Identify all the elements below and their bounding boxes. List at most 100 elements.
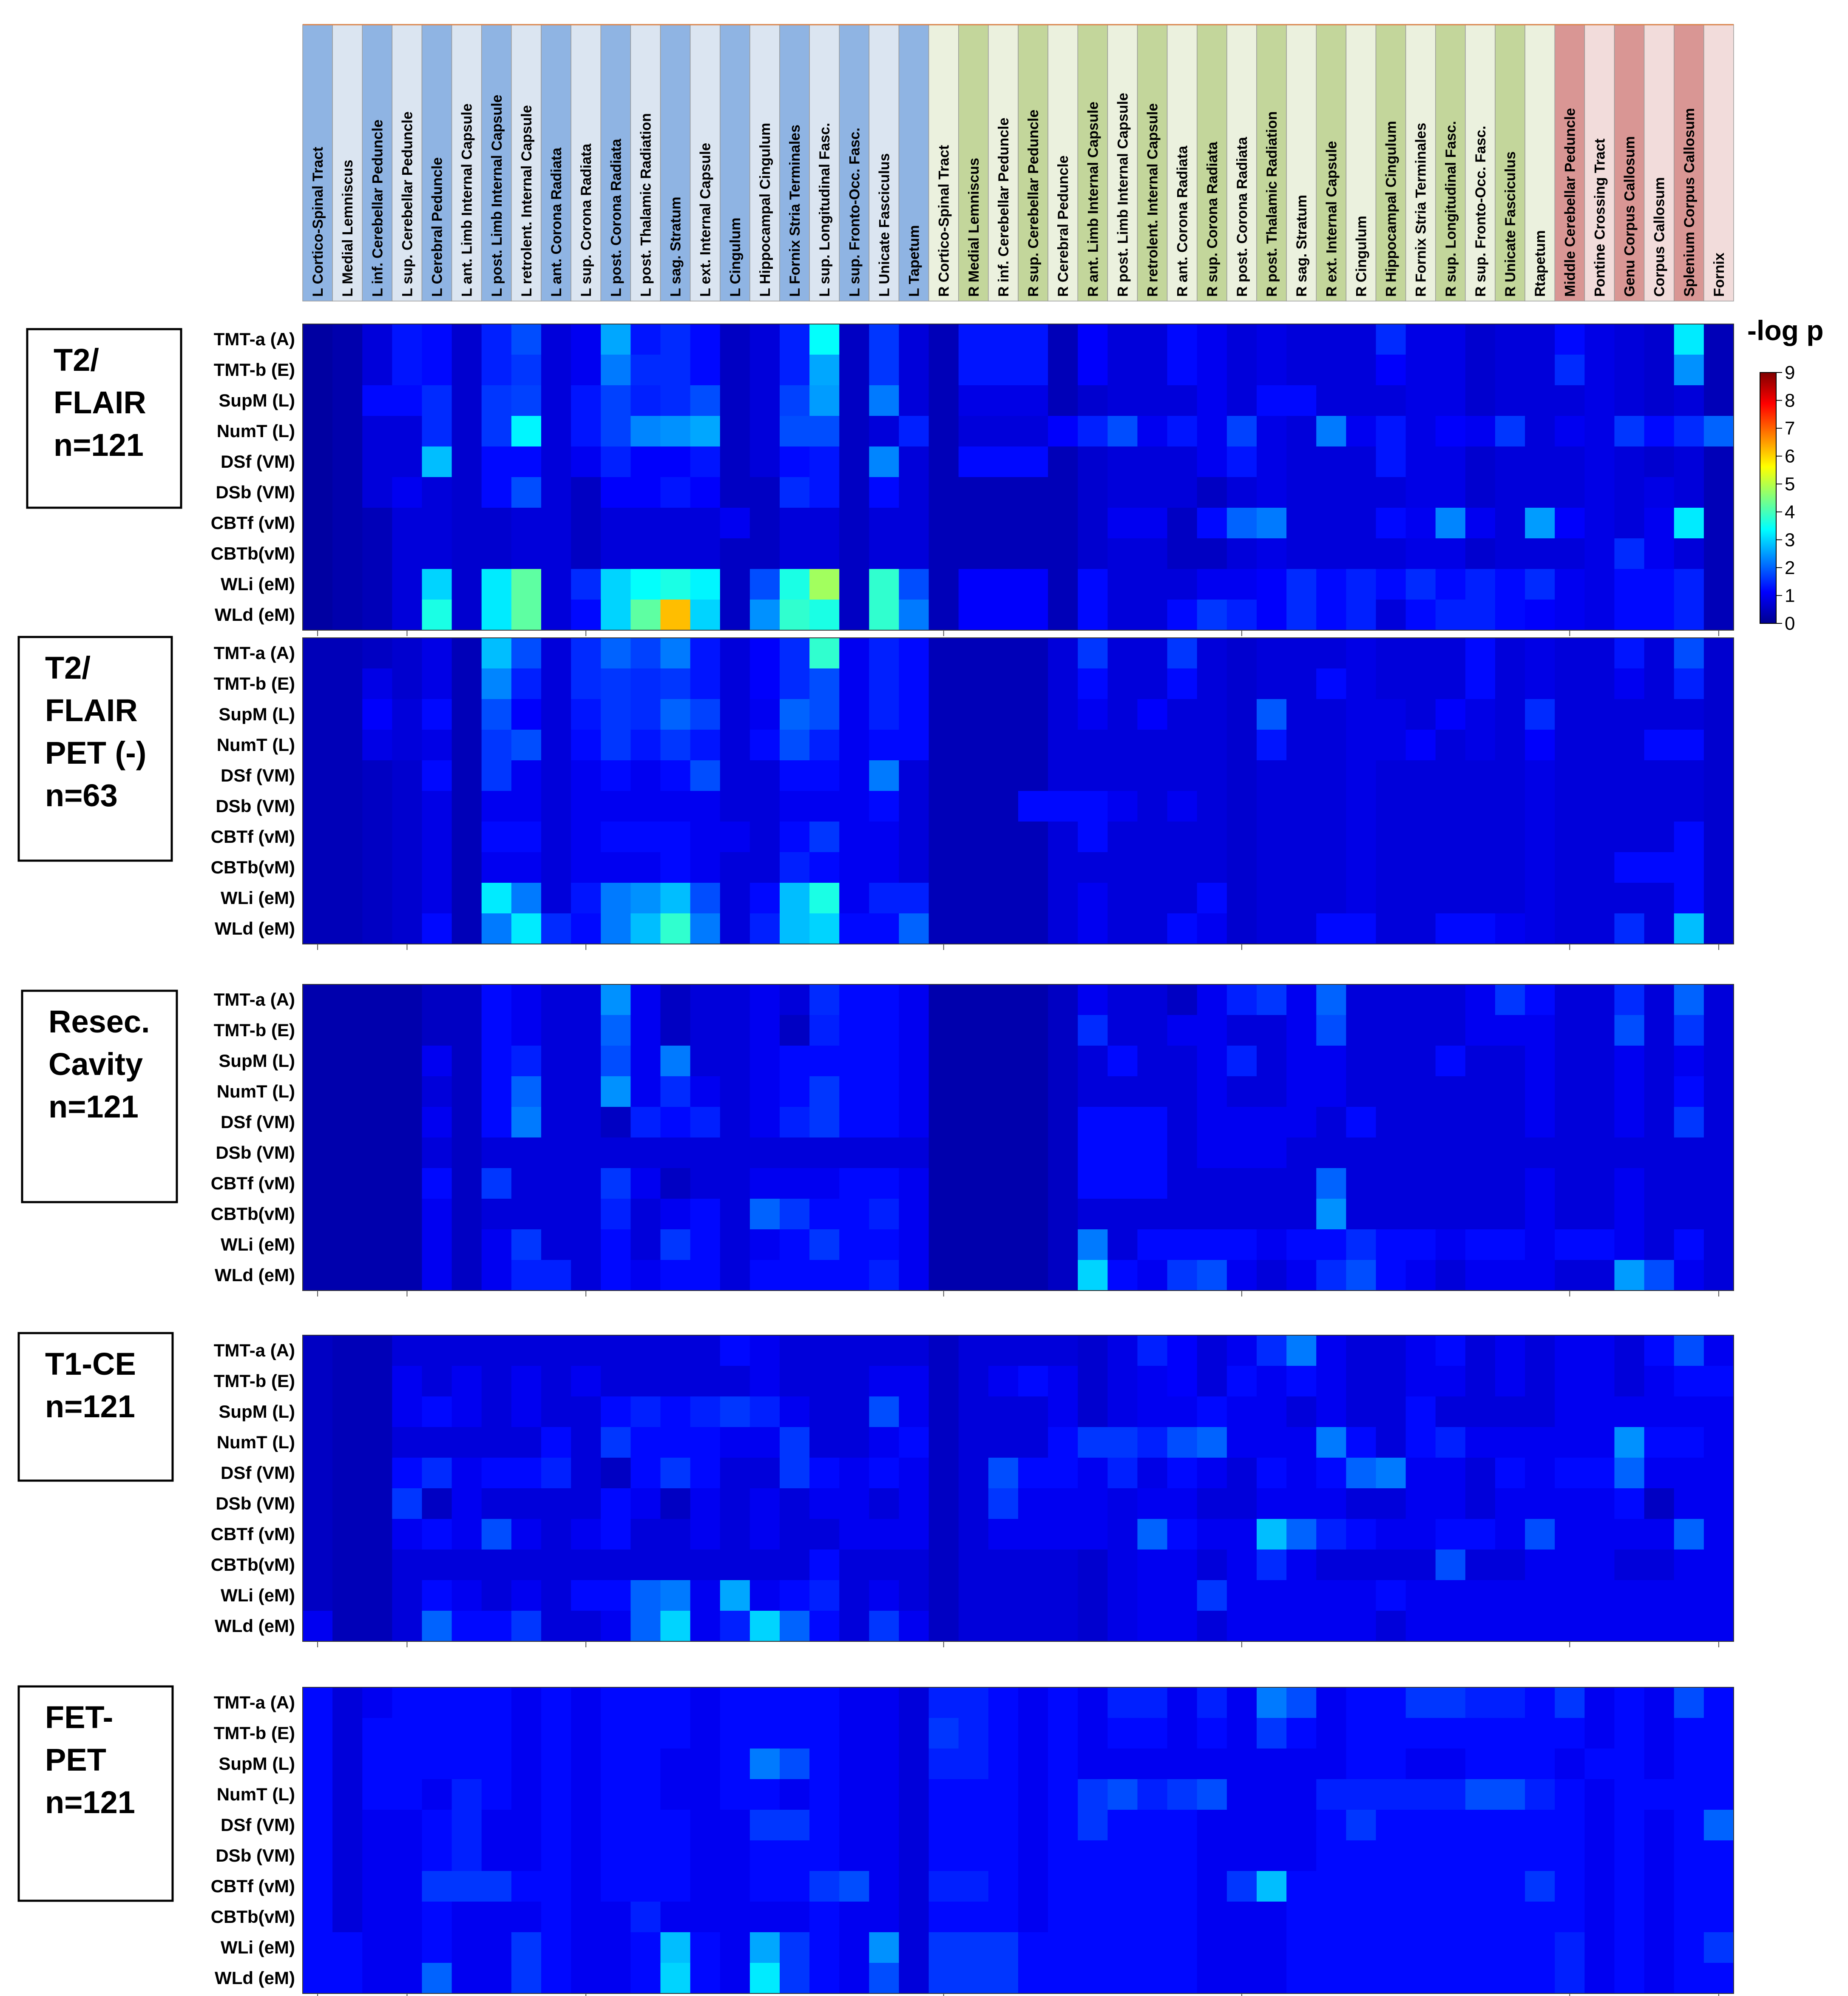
heatmap-cell (1584, 1168, 1615, 1199)
heatmap-cell (869, 1046, 900, 1077)
heatmap-cell (422, 699, 452, 730)
heatmap-cell (1226, 416, 1257, 447)
heatmap-cell (1376, 355, 1406, 386)
heatmap-cell (809, 1580, 840, 1611)
heatmap-cell (899, 1260, 929, 1291)
heatmap-cell (1257, 508, 1287, 539)
heatmap-cell (601, 600, 631, 631)
heatmap-cell (303, 791, 333, 822)
heatmap-cell (1137, 730, 1168, 761)
heatmap-cell (1078, 1396, 1108, 1427)
heatmap-cell (422, 913, 452, 944)
heatmap-cell (1495, 446, 1525, 478)
heatmap-cell (541, 1519, 571, 1550)
heatmap-cell (928, 1427, 959, 1458)
heatmap-cell (869, 1015, 900, 1046)
heatmap-cell (1346, 1779, 1377, 1810)
tract-column-l-post-thalamic-radiation (630, 24, 661, 301)
heatmap-cell (1018, 1519, 1048, 1550)
heatmap-cell (1376, 1229, 1406, 1260)
heatmap-cell (660, 699, 691, 730)
heatmap-cell (451, 355, 482, 386)
heatmap-cell (1405, 1550, 1436, 1581)
heatmap-cell (1465, 791, 1496, 822)
heatmap-cell (660, 852, 691, 883)
heatmap-cell (1257, 1871, 1287, 1902)
heatmap-cell (422, 984, 452, 1015)
heatmap-cell (988, 416, 1019, 447)
heatmap-cell (1555, 1396, 1585, 1427)
heatmap-cell (958, 822, 989, 853)
heatmap-cell (1107, 852, 1138, 883)
heatmap-cell (928, 822, 959, 853)
heatmap-cell (690, 1932, 721, 1963)
heatmap-cell (1018, 1687, 1048, 1718)
heatmap-cell (451, 1718, 482, 1749)
heatmap-cell (1405, 324, 1436, 355)
heatmap-cell (720, 1749, 750, 1780)
heatmap-cell (1018, 600, 1048, 631)
heatmap-cell (1078, 1015, 1108, 1046)
heatmap-cell (869, 1840, 900, 1871)
heatmap-cell (899, 508, 929, 539)
heatmap-cell (1465, 668, 1496, 699)
heatmap-cell (780, 1687, 810, 1718)
heatmap-cell (660, 1932, 691, 1963)
heatmap-cell (451, 385, 482, 416)
heatmap-cell (1226, 569, 1257, 600)
heatmap-cell (869, 1810, 900, 1841)
heatmap-cell (1257, 600, 1287, 631)
heatmap-cell (1376, 1871, 1406, 1902)
heatmap-cell (392, 569, 423, 600)
heatmap-cell (1644, 1749, 1675, 1780)
heatmap-cell (303, 668, 333, 699)
heatmap-cell (481, 730, 512, 761)
heatmap-cell (1316, 1015, 1346, 1046)
heatmap-cell (1167, 730, 1198, 761)
heatmap-cell (1257, 730, 1287, 761)
heatmap-cell (928, 1137, 959, 1169)
heatmap-cell (1137, 1229, 1168, 1260)
heatmap-cell (541, 1015, 571, 1046)
heatmap-cell (1257, 416, 1287, 447)
heatmap-cell (451, 1611, 482, 1642)
heatmap-cell (422, 1076, 452, 1107)
heatmap-cell (1257, 1902, 1287, 1933)
heatmap-cell (1465, 1963, 1496, 1994)
heatmap-cell (1435, 324, 1466, 355)
heatmap-cell (1167, 1779, 1198, 1810)
heatmap-cell (899, 1427, 929, 1458)
heatmap-cell (1286, 569, 1317, 600)
heatmap-cell (1614, 699, 1645, 730)
heatmap-cell (928, 1687, 959, 1718)
tract-column-l-cortico-spinal-tract (302, 24, 333, 301)
heatmap-cell (571, 1015, 601, 1046)
heatmap-cell (1376, 1199, 1406, 1230)
heatmap-cell (481, 355, 512, 386)
heatmap-cell (780, 883, 810, 914)
heatmap-cell (1167, 1427, 1198, 1458)
heatmap-cell (690, 1519, 721, 1550)
heatmap-cell (1346, 668, 1377, 699)
colorbar-tick-label: 3 (1785, 529, 1795, 550)
heatmap-cell (1226, 760, 1257, 791)
heatmap-cell (1435, 1749, 1466, 1780)
heatmap-cell (422, 668, 452, 699)
heatmap-cell (630, 913, 661, 944)
heatmap-cell (809, 791, 840, 822)
heatmap-cell (1346, 1427, 1377, 1458)
heatmap-cell (303, 1871, 333, 1902)
heatmap-cell (1405, 1871, 1436, 1902)
heatmap-cell (1674, 638, 1704, 669)
heatmap-cell (1048, 1366, 1078, 1397)
heatmap-cell (1405, 822, 1436, 853)
tract-label-splenium-corpus-callosum: Splenium Corpus Callosum (1681, 108, 1698, 297)
heatmap-cell (481, 446, 512, 478)
heatmap-cell (1107, 538, 1138, 569)
tract-column-l-cerebral-peduncle (421, 24, 452, 301)
heatmap-cell (362, 1687, 392, 1718)
heatmap-cell (1525, 508, 1555, 539)
heatmap-cell (1137, 1687, 1168, 1718)
heatmap-cell (660, 1366, 691, 1397)
